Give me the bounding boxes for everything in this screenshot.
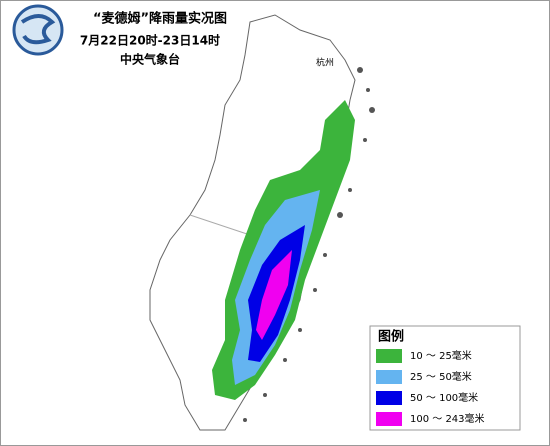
legend-swatch	[376, 349, 402, 363]
agency: 中央气象台	[120, 52, 180, 67]
title: “麦德姆”降雨量实况图	[93, 11, 227, 27]
rain-area	[256, 250, 292, 340]
legend-label: 100 ～ 243毫米	[410, 412, 485, 425]
city-label: 杭州	[316, 57, 334, 69]
logo	[12, 4, 64, 56]
legend-swatch	[376, 412, 402, 426]
islands	[243, 67, 375, 422]
legend-title: 图例	[378, 329, 404, 345]
period: 7月22日20时-23日14时	[80, 33, 220, 48]
legend-swatch	[376, 391, 402, 405]
legend-label: 10 ～ 25毫米	[410, 349, 472, 362]
legend-swatch	[376, 370, 402, 384]
legend-label: 50 ～ 100毫米	[410, 391, 478, 404]
legend-items: 10 ～ 25毫米 25 ～ 50毫米 50 ～ 100毫米 100 ～ 243毫米	[376, 349, 485, 426]
legend-label: 25 ～ 50毫米	[410, 370, 472, 383]
